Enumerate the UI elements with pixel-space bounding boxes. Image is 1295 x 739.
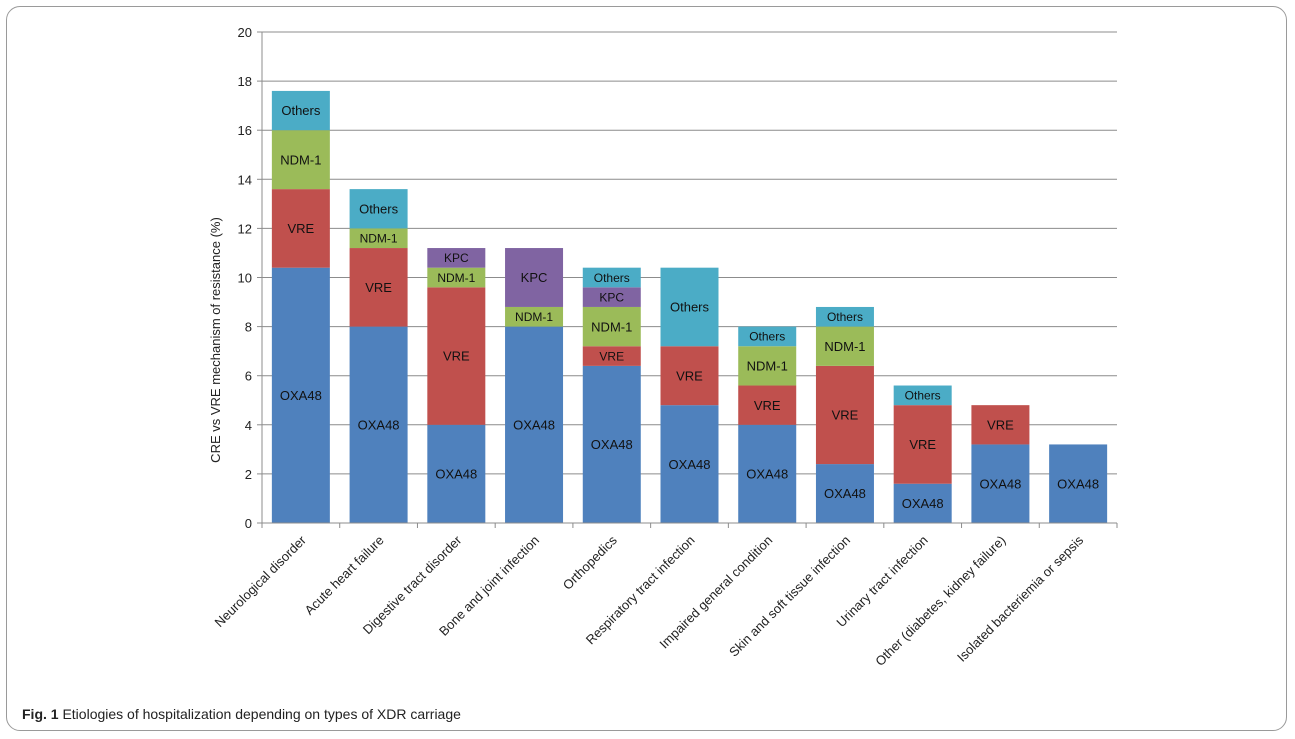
bar-segment-oxa48 — [738, 424, 797, 523]
x-category-label: Isolated bacteriemia or sepsis — [954, 532, 1087, 665]
bar-segment-label: VRE — [832, 408, 859, 423]
bar-segment-label: Others — [905, 389, 941, 403]
bar-segment-ndm-1 — [738, 346, 797, 386]
y-tick-label: 14 — [238, 172, 252, 187]
bar-segment-label: OXA48 — [358, 417, 400, 432]
bar-segment-others — [738, 326, 797, 347]
y-tick-label: 6 — [245, 369, 252, 384]
bar-segment-ndm-1 — [271, 130, 330, 190]
x-category-label: Neurological disorder — [212, 532, 310, 630]
bar-segment-others — [815, 306, 874, 327]
caption-label: Fig. 1 — [22, 706, 59, 722]
bar-segment-label: NDM-1 — [437, 271, 475, 285]
y-tick-label: 18 — [238, 74, 252, 89]
y-tick-label: 10 — [238, 271, 252, 286]
y-tick-label: 2 — [245, 467, 252, 482]
bar-segment-label: OXA48 — [513, 417, 555, 432]
bar-segment-label: VRE — [909, 437, 936, 452]
bar-segment-label: OXA48 — [824, 486, 866, 501]
bar-segment-ndm-1 — [505, 306, 564, 327]
bar-segment-kpc — [505, 248, 564, 307]
bar-segment-oxa48 — [582, 365, 641, 523]
bar-segment-vre — [349, 248, 408, 327]
bar-segment-label: OXA48 — [591, 437, 633, 452]
y-tick-label: 4 — [245, 418, 252, 433]
bar-segment-vre — [427, 287, 486, 425]
y-axis-label: CRE vs VRE mechanism of resistance (%) — [208, 217, 223, 463]
bar-segment-label: OXA48 — [746, 467, 788, 482]
bar-segment-label: Others — [359, 201, 399, 216]
bar-segment-label: NDM-1 — [360, 232, 398, 246]
bar-segment-others — [271, 90, 330, 131]
bar-segment-label: OXA48 — [979, 476, 1021, 491]
bar-segment-label: VRE — [754, 398, 781, 413]
caption-text: Etiologies of hospitalization depending … — [62, 706, 461, 722]
bar-segment-kpc — [582, 287, 641, 307]
bar-segment-label: NDM-1 — [824, 339, 865, 354]
bar-segment-others — [893, 385, 952, 406]
bar-segment-vre — [271, 189, 330, 268]
bar-segment-label: NDM-1 — [591, 319, 632, 334]
bar-segment-label: OXA48 — [280, 388, 322, 403]
bar-segment-label: Others — [670, 300, 710, 315]
bar-segment-label: VRE — [443, 349, 470, 364]
bar-segment-label: KPC — [444, 251, 469, 265]
bar-segment-label: OXA48 — [1057, 476, 1099, 491]
bar-segment-vre — [660, 346, 719, 406]
bar-segment-others — [660, 267, 719, 347]
bar-segment-ndm-1 — [582, 306, 641, 347]
bar-segment-vre — [582, 346, 641, 366]
bar-segment-vre — [738, 385, 797, 425]
y-tick-label: 12 — [238, 221, 252, 236]
bar-segment-oxa48 — [349, 326, 408, 523]
y-tick-label: 0 — [245, 516, 252, 531]
x-category-label: Orthopedics — [560, 532, 621, 593]
bar-segment-oxa48 — [815, 464, 874, 523]
bar-segment-oxa48 — [971, 444, 1030, 523]
bar-segment-vre — [815, 365, 874, 465]
bar-segment-label: Others — [827, 310, 863, 324]
bar-segment-label: Others — [594, 271, 630, 285]
bar-segment-label: NDM-1 — [747, 359, 788, 374]
bar-segment-label: NDM-1 — [515, 310, 553, 324]
x-category-label: Other (diabetes, kidney failure) — [872, 533, 1008, 669]
bar-segment-oxa48 — [271, 267, 330, 523]
stacked-bar-chart: OXA48 VRE NDM-1 Others OXA48 VRE NDM-1 Others OX… — [208, 25, 1118, 669]
bars: OXA48 VRE NDM-1 Others OXA48 VRE NDM-1 Others OX… — [271, 90, 1108, 523]
bar-segment-vre — [971, 405, 1030, 445]
bar-segment-label: VRE — [287, 221, 314, 236]
bar-segment-label: OXA48 — [435, 467, 477, 482]
bar-segment-ndm-1 — [427, 267, 486, 288]
bar-segment-label: NDM-1 — [280, 152, 321, 167]
bar-segment-label: KPC — [521, 270, 548, 285]
bar-segment-vre — [893, 405, 952, 484]
bar-segment-label: OXA48 — [902, 496, 944, 511]
bar-segment-label: VRE — [676, 368, 703, 383]
bar-segment-oxa48 — [893, 483, 952, 523]
y-tick-label: 16 — [238, 123, 252, 138]
bar-segment-label: VRE — [987, 417, 1014, 432]
x-category-label: Acute heart failure — [301, 533, 386, 618]
bar-segment-oxa48 — [505, 326, 564, 523]
bar-segment-oxa48 — [660, 405, 719, 523]
bar-segment-label: OXA48 — [669, 457, 711, 472]
figure-frame — [6, 6, 1287, 731]
bar-segment-oxa48 — [1049, 444, 1108, 523]
figure-caption: Fig. 1 Etiologies of hospitalization dep… — [22, 706, 461, 722]
bar-segment-label: VRE — [599, 349, 624, 363]
bar-segment-label: Others — [749, 330, 785, 344]
y-tick-label: 20 — [238, 25, 252, 40]
bar-segment-kpc — [427, 248, 486, 268]
y-tick-label: 8 — [245, 320, 252, 335]
bar-segment-label: KPC — [599, 290, 624, 304]
bar-segment-ndm-1 — [815, 326, 874, 366]
bar-segment-label: Others — [281, 103, 321, 118]
bar-segment-others — [582, 267, 641, 288]
bar-segment-others — [349, 189, 408, 229]
bar-segment-oxa48 — [427, 424, 486, 523]
bar-segment-label: VRE — [365, 280, 392, 295]
bar-segment-ndm-1 — [349, 228, 408, 249]
